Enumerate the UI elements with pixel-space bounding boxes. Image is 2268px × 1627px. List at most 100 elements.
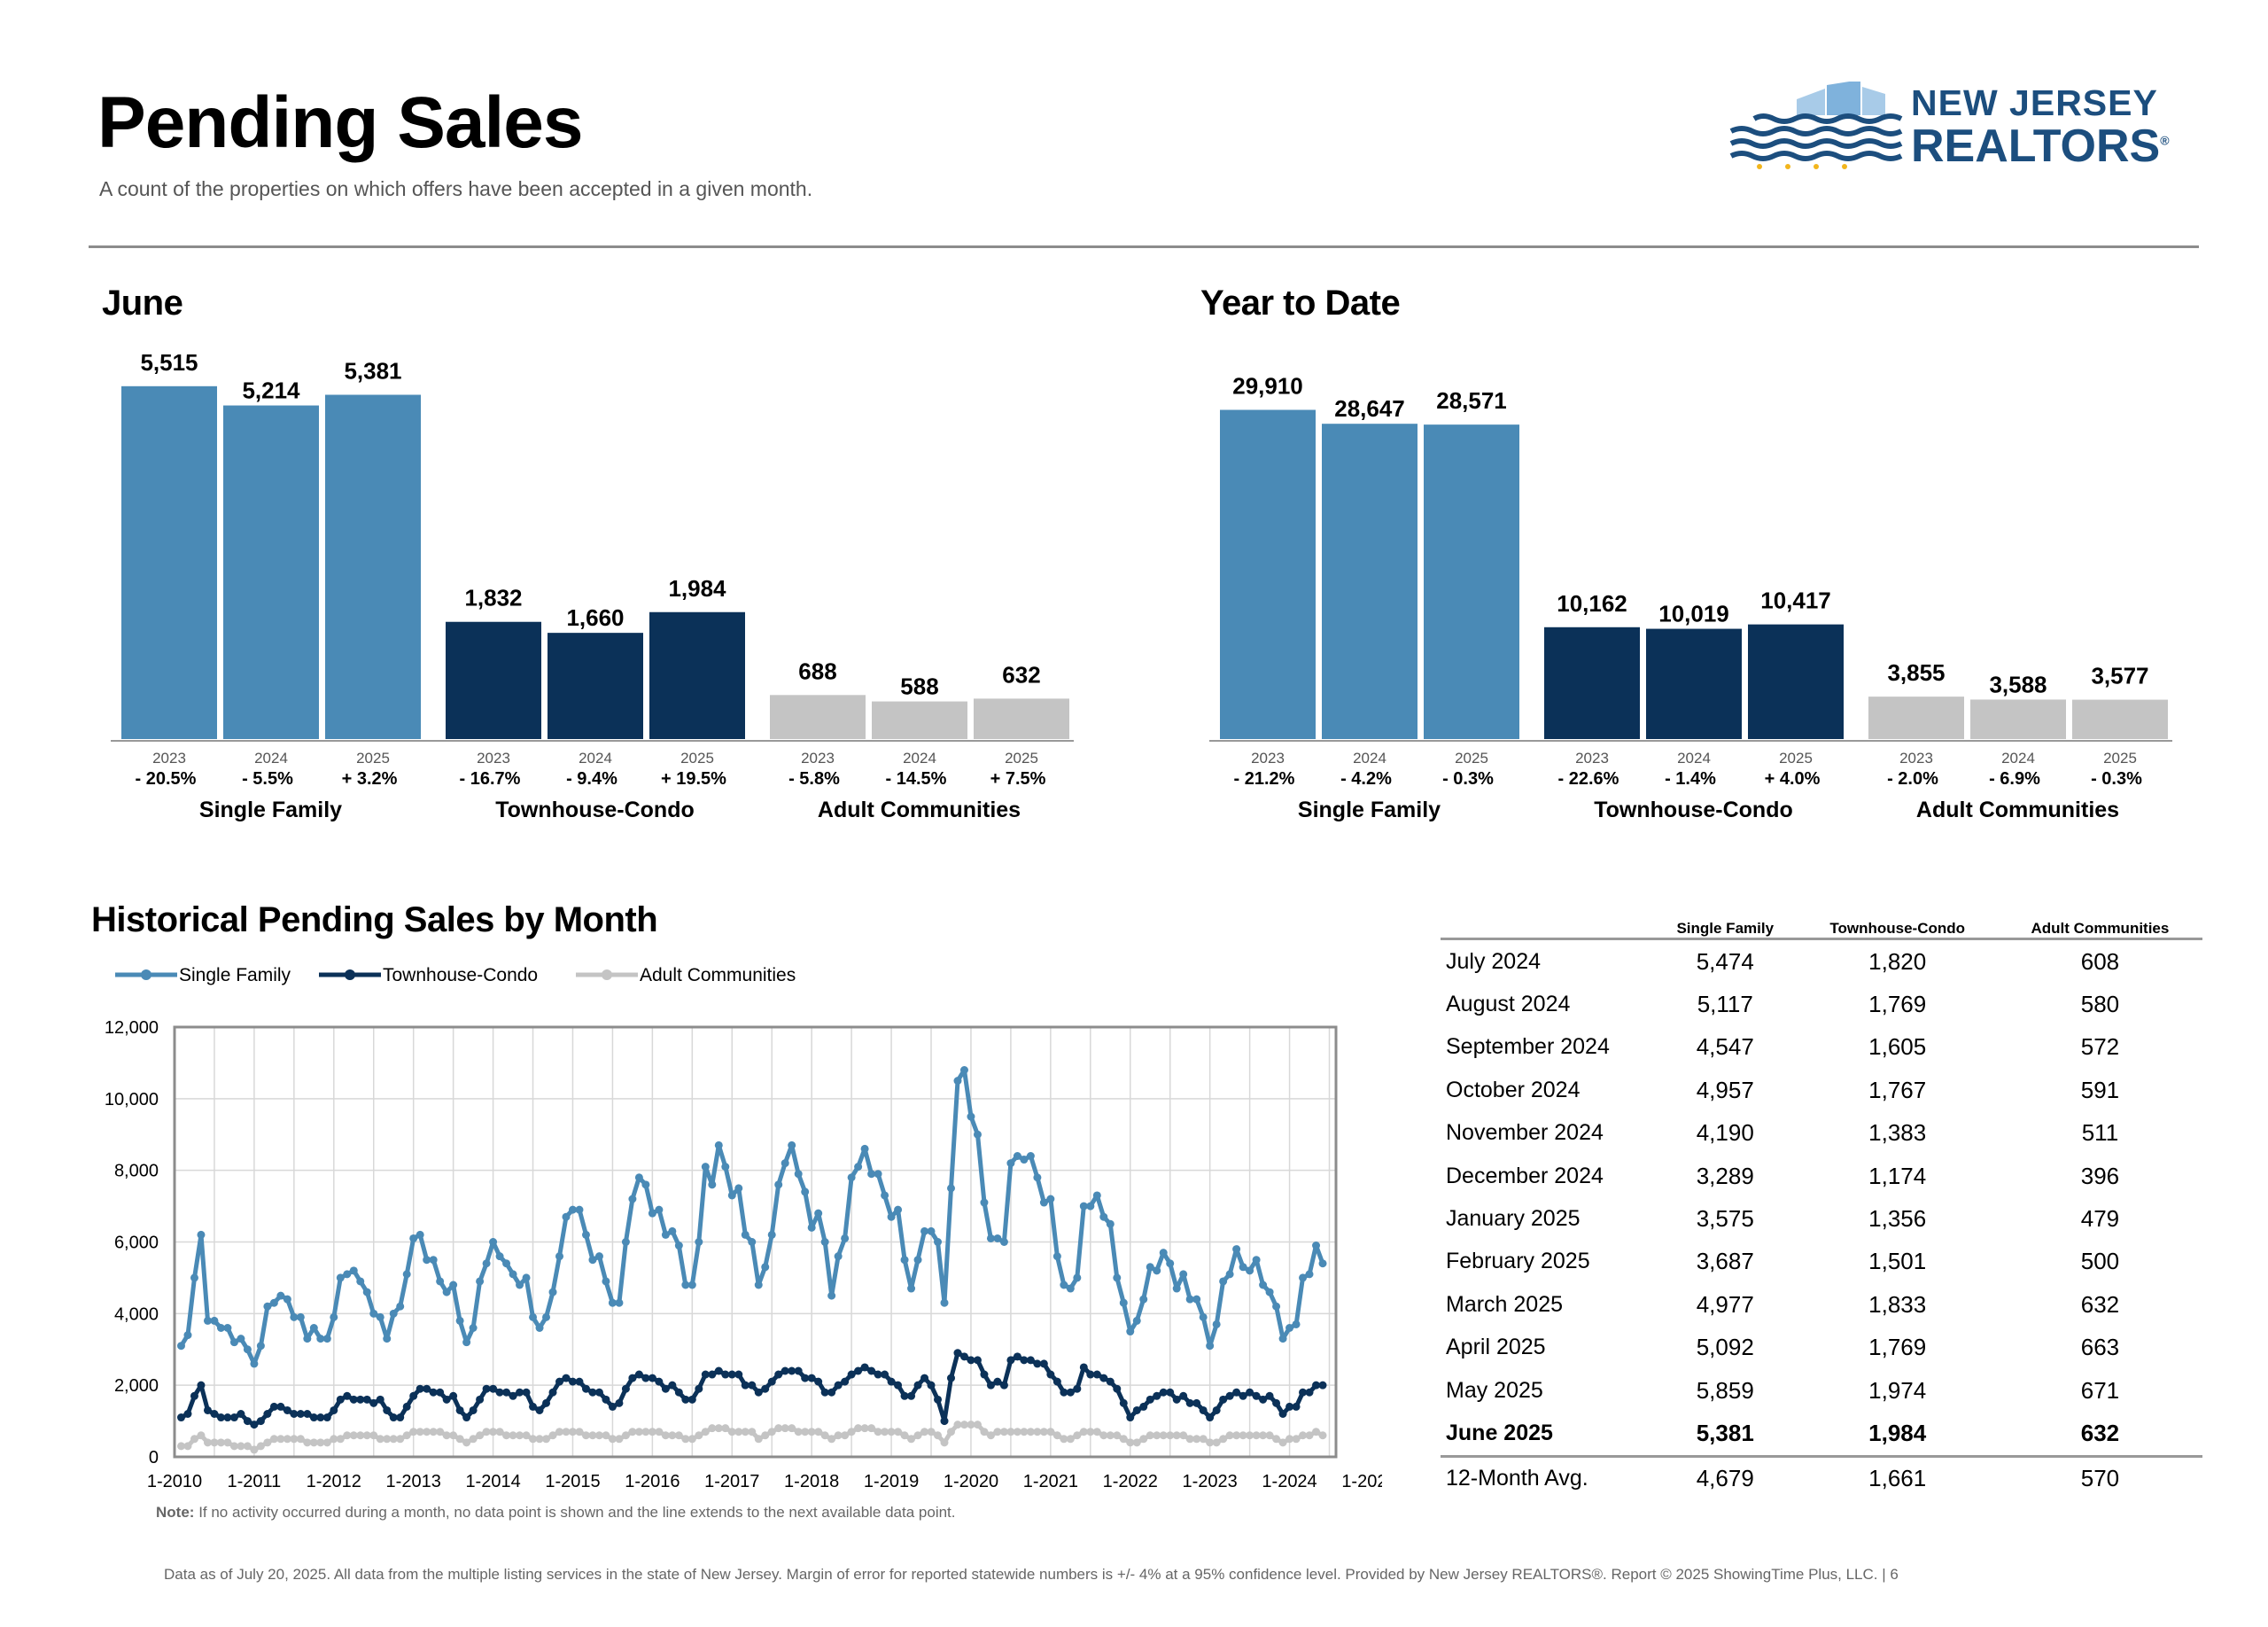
data-point — [1106, 1219, 1115, 1228]
data-point — [396, 1413, 405, 1422]
data-point — [555, 1377, 564, 1386]
percent-change-label: + 7.5% — [990, 769, 1046, 789]
data-point — [847, 1370, 856, 1379]
data-point — [801, 1374, 810, 1382]
data-point — [1079, 1363, 1088, 1372]
data-point — [695, 1431, 703, 1440]
year-tick-label: 2023 — [477, 750, 510, 767]
data-point — [1239, 1391, 1247, 1400]
bar — [1748, 624, 1844, 739]
data-point — [1033, 1359, 1042, 1368]
data-point — [1259, 1431, 1268, 1440]
data-point — [562, 1428, 571, 1436]
data-point — [1225, 1431, 1234, 1440]
data-point — [1086, 1370, 1095, 1379]
data-point — [1259, 1395, 1268, 1404]
data-point — [734, 1370, 743, 1379]
data-point — [1252, 1431, 1261, 1440]
single-family-cell: 3,687 — [1696, 1248, 1754, 1275]
data-point — [661, 1384, 670, 1393]
data-point — [946, 1374, 955, 1382]
data-point — [1132, 1438, 1141, 1447]
data-point — [999, 1428, 1008, 1436]
logo-line2: REALTORS® — [1911, 123, 2170, 169]
data-point — [568, 1428, 577, 1436]
legend-marker — [602, 969, 612, 980]
bar — [872, 701, 967, 739]
table-row: June 2025 5,381 1,984 632 — [1441, 1412, 2202, 1458]
data-point — [330, 1435, 338, 1444]
data-point — [714, 1424, 723, 1433]
data-point — [714, 1140, 723, 1149]
bar-value-label: 28,647 — [1334, 395, 1405, 422]
data-point — [887, 1212, 896, 1221]
data-point — [1066, 1388, 1075, 1397]
percent-change-label: - 21.2% — [1234, 769, 1295, 789]
data-point — [190, 1391, 198, 1400]
data-point — [575, 1205, 584, 1214]
percent-change-label: - 5.5% — [242, 769, 293, 789]
x-tick-label: 1-2019 — [864, 1472, 919, 1491]
data-point — [1305, 1431, 1314, 1440]
data-point — [376, 1312, 384, 1321]
data-point — [788, 1140, 796, 1149]
data-point — [1192, 1295, 1201, 1304]
data-point — [781, 1159, 789, 1168]
legend-label: Townhouse-Condo — [383, 965, 538, 985]
column-header: Townhouse-Condo — [1797, 913, 1998, 940]
data-point — [847, 1173, 856, 1182]
data-point — [389, 1309, 398, 1318]
data-point — [250, 1421, 259, 1429]
bar-value-label: 10,417 — [1760, 588, 1831, 614]
table-row: 12-Month Avg. 4,679 1,661 570 — [1441, 1456, 2202, 1500]
data-point — [999, 1381, 1008, 1390]
data-point — [827, 1435, 836, 1444]
data-point — [1305, 1388, 1314, 1397]
data-point — [256, 1417, 265, 1426]
data-point — [243, 1442, 252, 1451]
month-cell: 12-Month Avg. — [1446, 1466, 1588, 1491]
data-point — [489, 1384, 498, 1393]
bar-value-label: 28,571 — [1436, 387, 1507, 414]
bar-value-label: 632 — [1002, 661, 1040, 688]
data-point — [1212, 1320, 1221, 1328]
data-point — [621, 1384, 630, 1393]
bar-value-label: 688 — [798, 658, 836, 684]
data-point — [781, 1424, 789, 1433]
data-point — [436, 1277, 445, 1286]
data-point — [860, 1363, 869, 1372]
data-point — [276, 1291, 285, 1300]
data-point — [349, 1395, 358, 1404]
data-point — [276, 1402, 285, 1411]
data-point — [343, 1391, 352, 1400]
data-point — [296, 1435, 305, 1444]
x-tick-label: 1-2022 — [1103, 1472, 1158, 1491]
data-point — [442, 1288, 451, 1296]
data-point — [522, 1388, 531, 1397]
data-point — [469, 1405, 478, 1414]
data-point — [794, 1170, 803, 1179]
data-point — [754, 1281, 763, 1289]
data-point — [402, 1431, 411, 1440]
data-point — [216, 1324, 225, 1332]
data-point — [940, 1298, 949, 1307]
single-family-cell: 4,190 — [1696, 1119, 1754, 1147]
year-tick-label: 2024 — [2001, 750, 2035, 767]
data-point — [854, 1366, 863, 1375]
data-point — [913, 1256, 922, 1265]
data-point — [1079, 1202, 1088, 1211]
data-point — [894, 1381, 903, 1390]
column-header: Adult Communities — [1997, 913, 2202, 940]
data-point — [1312, 1381, 1321, 1390]
adult-communities-cell: 572 — [2080, 1033, 2120, 1061]
bar-value-label: 10,019 — [1658, 601, 1729, 627]
data-point — [309, 1413, 318, 1422]
townhouse-condo-cell: 1,661 — [1868, 1465, 1927, 1492]
data-point — [615, 1435, 624, 1444]
data-point — [1006, 1428, 1015, 1436]
data-point — [455, 1435, 464, 1444]
data-point — [1139, 1402, 1148, 1411]
townhouse-condo-cell: 1,356 — [1868, 1205, 1927, 1233]
data-point — [695, 1238, 703, 1246]
data-point — [841, 1234, 850, 1242]
